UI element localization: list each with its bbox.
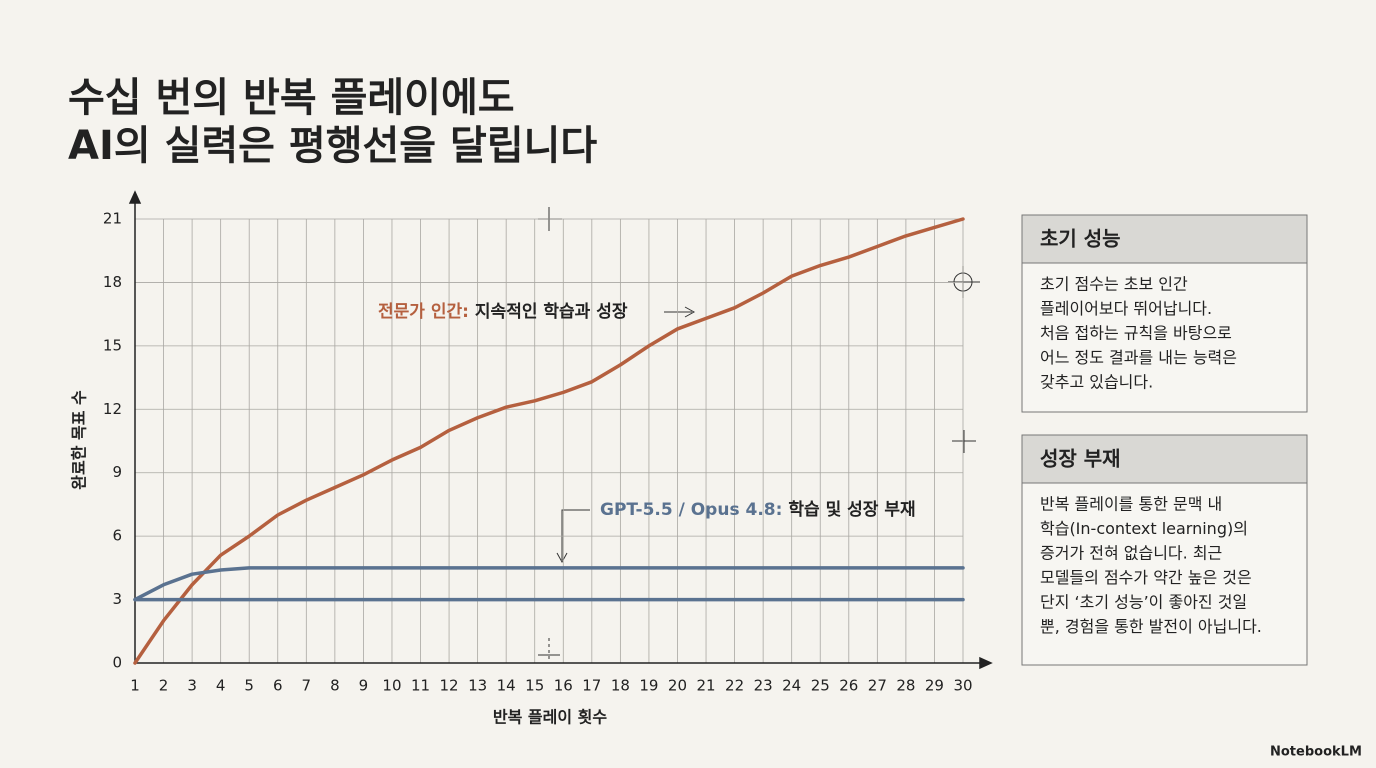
panel-text: 어느 정도 결과를 내는 능력은 <box>1040 348 1237 367</box>
panel-text: 처음 접하는 규칙을 바탕으로 <box>1040 324 1232 343</box>
panel-text: 갖추고 있습니다. <box>1040 373 1153 392</box>
x-tick-label: 20 <box>668 677 687 695</box>
x-tick-label: 26 <box>839 677 858 695</box>
panel-text: 초기 점수는 초보 인간 <box>1040 275 1188 294</box>
x-tick-label: 5 <box>244 677 254 695</box>
annotation-lead: GPT-5.5 / Opus 4.8: <box>600 500 782 520</box>
brand: NotebookLM <box>1270 745 1362 760</box>
y-tick-label: 12 <box>103 400 122 418</box>
annotation: GPT-5.5 / Opus 4.8: 학습 및 성장 부재 <box>600 500 916 520</box>
x-tick-label: 17 <box>582 677 601 695</box>
series-line <box>133 566 965 602</box>
y-tick-label: 15 <box>103 336 122 354</box>
x-tick-label: 10 <box>382 677 401 695</box>
x-tick-label: 8 <box>330 677 340 695</box>
y-tick-label: 18 <box>103 273 122 291</box>
decor <box>538 207 980 662</box>
y-axis-label: 완료한 목표 수 <box>70 390 89 490</box>
x-tick-label: 16 <box>554 677 573 695</box>
x-tick-label: 25 <box>811 677 830 695</box>
y-tick-label: 9 <box>112 463 122 481</box>
panel-text: 증거가 전혀 없습니다. 최근 <box>1040 544 1222 563</box>
annotation-text: 학습 및 성장 부재 <box>788 500 915 520</box>
y-tick-label: 21 <box>103 210 122 228</box>
panel-text: 플레이어보다 뛰어납니다. <box>1040 299 1212 318</box>
x-tick-label: 19 <box>639 677 658 695</box>
x-tick-label: 3 <box>187 677 197 695</box>
x-tick-label: 7 <box>302 677 312 695</box>
panel-header <box>1021 214 1308 264</box>
y-tick-label: 3 <box>112 590 122 608</box>
annotation: 전문가 인간: 지속적인 학습과 성장 <box>378 302 628 322</box>
panel-header <box>1021 434 1308 484</box>
panel-title: 초기 성능 <box>1040 227 1121 251</box>
y-tick-label: 0 <box>112 654 122 672</box>
x-tick-label: 4 <box>216 677 226 695</box>
x-tick-label: 1 <box>130 677 140 695</box>
x-tick-label: 6 <box>273 677 283 695</box>
x-tick-label: 15 <box>525 677 544 695</box>
panel-title: 성장 부재 <box>1040 447 1121 471</box>
x-tick-label: 28 <box>896 677 915 695</box>
annotation-lead: 전문가 인간: <box>378 302 469 322</box>
x-tick-label: 12 <box>440 677 459 695</box>
x-tick-label: 24 <box>782 677 801 695</box>
x-tick-label: 13 <box>468 677 487 695</box>
x-tick-label: 18 <box>611 677 630 695</box>
x-tick-label: 27 <box>868 677 887 695</box>
x-tick-label: 29 <box>925 677 944 695</box>
y-tick-label: 6 <box>112 527 122 545</box>
panel-text: 뿐, 경험을 통한 발전이 아닙니다. <box>1040 617 1262 636</box>
x-tick-label: 11 <box>411 677 430 695</box>
x-tick-label: 23 <box>754 677 773 695</box>
panel-text: 모델들의 점수가 약간 높은 것은 <box>1040 568 1252 587</box>
x-tick-label: 9 <box>359 677 369 695</box>
series-line <box>133 217 965 665</box>
x-tick-label: 14 <box>497 677 516 695</box>
x-tick-label: 22 <box>725 677 744 695</box>
x-tick-label: 30 <box>953 677 972 695</box>
title-line: 수십 번의 반복 플레이에도 <box>68 75 515 121</box>
title-line: AI의 실력은 평행선을 달립니다 <box>68 123 597 169</box>
annotation-text: 지속적인 학습과 성장 <box>475 302 628 322</box>
panel-text: 반복 플레이를 통한 문맥 내 <box>1040 495 1222 514</box>
x-axis-label: 반복 플레이 횟수 <box>493 708 607 727</box>
x-tick-label: 2 <box>159 677 169 695</box>
panel-text: 단지 ‘초기 성능’이 좋아진 것일 <box>1040 593 1247 612</box>
panel-text: 학습(In-context learning)의 <box>1040 519 1248 538</box>
x-tick-label: 21 <box>696 677 715 695</box>
axes <box>128 190 993 670</box>
